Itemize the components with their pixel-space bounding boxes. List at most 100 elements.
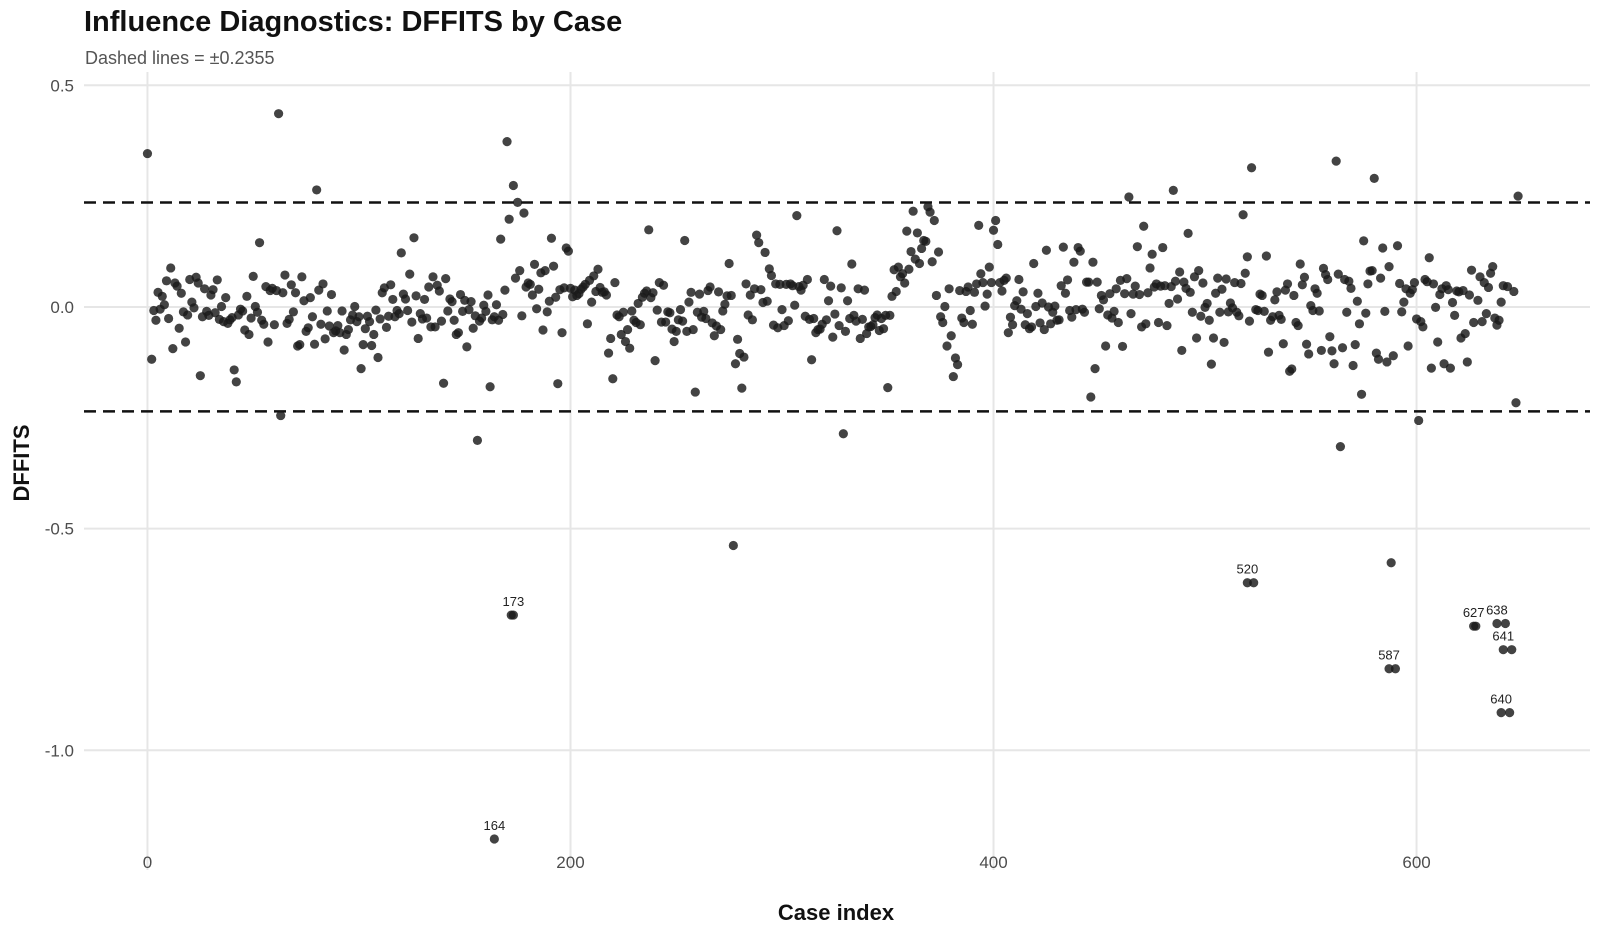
data-point bbox=[1424, 253, 1434, 263]
data-point bbox=[1295, 259, 1305, 269]
data-point bbox=[760, 247, 770, 258]
labeled-point bbox=[1384, 664, 1394, 674]
data-point bbox=[551, 292, 561, 302]
x-tick-label: 200 bbox=[556, 853, 584, 872]
axis-ticks: 0 200 400 600 0.5 0.0 -0.5 -1.0 bbox=[45, 76, 1431, 872]
data-point bbox=[807, 355, 817, 365]
data-point bbox=[407, 317, 417, 327]
data-point bbox=[466, 297, 476, 307]
data-point bbox=[276, 410, 286, 421]
data-point bbox=[1039, 324, 1049, 335]
data-point bbox=[278, 288, 288, 298]
data-point bbox=[686, 287, 696, 297]
data-point bbox=[1502, 281, 1513, 292]
data-point bbox=[986, 277, 997, 288]
data-point bbox=[1196, 311, 1206, 321]
data-point bbox=[491, 300, 502, 310]
data-point bbox=[929, 215, 939, 226]
data-point bbox=[1058, 242, 1068, 252]
data-point bbox=[1282, 279, 1293, 289]
data-point bbox=[151, 315, 161, 325]
data-point bbox=[337, 306, 347, 316]
data-point bbox=[1329, 359, 1339, 369]
y-axis-title: DFFITS bbox=[9, 425, 34, 502]
data-point bbox=[534, 284, 544, 294]
data-point bbox=[422, 313, 432, 323]
data-point bbox=[1500, 618, 1510, 629]
data-point bbox=[369, 329, 379, 340]
data-point bbox=[790, 300, 800, 310]
data-point bbox=[193, 278, 203, 288]
data-point bbox=[295, 340, 305, 350]
data-point bbox=[1062, 275, 1073, 285]
data-point bbox=[147, 354, 157, 364]
data-point bbox=[1426, 363, 1436, 373]
data-point bbox=[1278, 339, 1288, 349]
data-point bbox=[246, 313, 256, 323]
data-point bbox=[635, 320, 645, 330]
data-point bbox=[375, 314, 385, 324]
data-point bbox=[1126, 309, 1136, 319]
data-point bbox=[802, 274, 812, 285]
data-point bbox=[259, 319, 269, 329]
data-point bbox=[974, 220, 984, 230]
data-point bbox=[1018, 287, 1028, 297]
data-point bbox=[1509, 286, 1519, 297]
data-point bbox=[620, 336, 631, 347]
data-point bbox=[1187, 307, 1197, 317]
data-point bbox=[504, 214, 514, 224]
data-point bbox=[650, 356, 660, 366]
y-tick-label: 0.0 bbox=[50, 298, 74, 317]
data-point bbox=[775, 279, 785, 289]
data-point bbox=[441, 273, 451, 284]
data-point bbox=[538, 325, 548, 335]
data-point bbox=[481, 306, 491, 316]
data-point bbox=[1033, 288, 1043, 298]
data-point bbox=[952, 360, 963, 370]
data-point bbox=[371, 305, 381, 315]
data-point bbox=[309, 339, 320, 349]
data-point bbox=[1236, 278, 1246, 289]
data-point bbox=[1098, 295, 1109, 305]
data-point bbox=[836, 283, 846, 293]
data-point bbox=[517, 311, 527, 321]
data-point bbox=[933, 247, 944, 257]
data-point bbox=[238, 306, 248, 316]
data-point bbox=[1177, 345, 1187, 356]
data-point bbox=[510, 273, 521, 283]
data-point bbox=[1384, 262, 1394, 272]
data-point bbox=[515, 266, 525, 276]
data-point bbox=[529, 259, 540, 270]
data-point bbox=[1272, 287, 1282, 297]
data-point bbox=[288, 307, 299, 317]
data-point bbox=[1026, 322, 1037, 332]
data-point bbox=[1367, 266, 1377, 276]
data-point bbox=[263, 337, 273, 347]
data-point bbox=[669, 336, 679, 347]
x-axis-title: Case index bbox=[778, 900, 895, 925]
data-point bbox=[726, 290, 736, 301]
data-point bbox=[1139, 221, 1149, 231]
data-point bbox=[411, 291, 421, 301]
data-point bbox=[1276, 314, 1286, 324]
data-point bbox=[834, 320, 844, 331]
data-point bbox=[326, 289, 337, 300]
data-point bbox=[1483, 282, 1494, 293]
data-point bbox=[1175, 267, 1185, 277]
data-point bbox=[1130, 281, 1140, 291]
data-point bbox=[661, 317, 671, 327]
data-point bbox=[1337, 343, 1348, 353]
data-point bbox=[1430, 302, 1441, 313]
data-point bbox=[1469, 317, 1479, 328]
data-point bbox=[1257, 290, 1267, 301]
data-point bbox=[540, 266, 550, 276]
data-point bbox=[1344, 276, 1354, 286]
data-point bbox=[1378, 243, 1388, 253]
data-point bbox=[1202, 298, 1212, 309]
data-point bbox=[1219, 337, 1229, 348]
data-point bbox=[593, 264, 603, 274]
data-point bbox=[443, 306, 453, 316]
data-point bbox=[728, 540, 738, 551]
data-point bbox=[826, 281, 836, 291]
